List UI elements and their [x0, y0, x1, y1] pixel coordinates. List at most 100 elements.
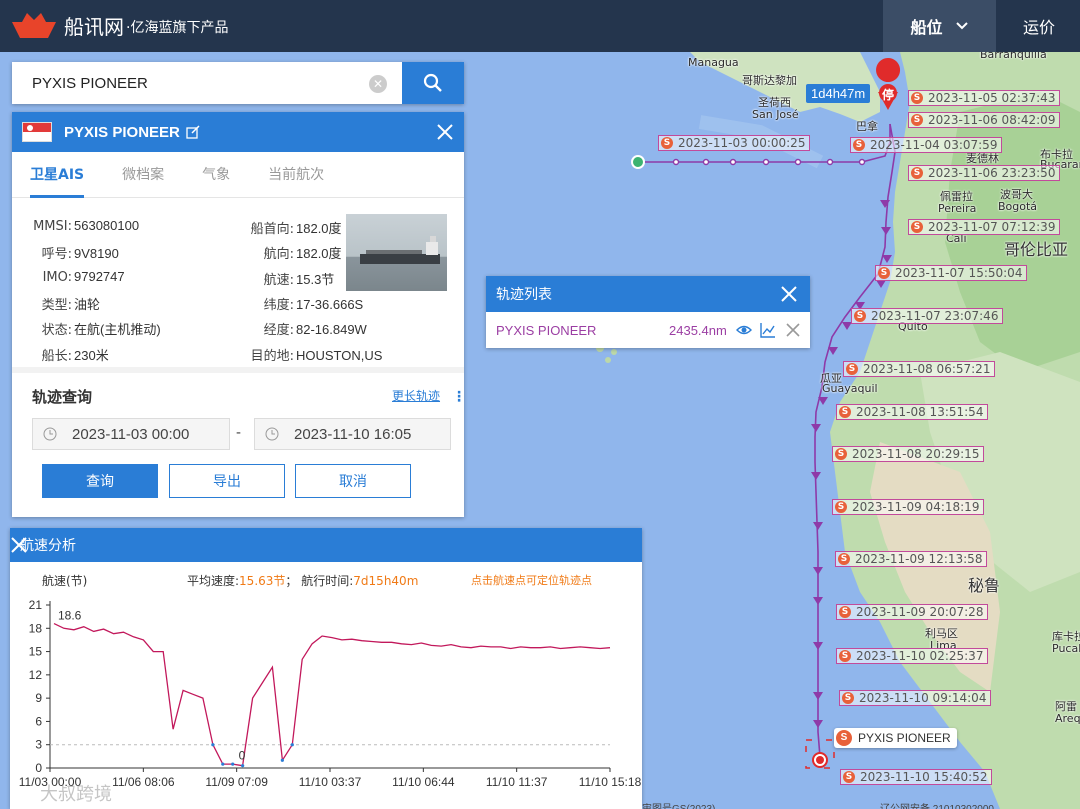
- top-bar: 船讯网 ·亿海蓝旗下产品 船位 运价: [0, 0, 1080, 52]
- map-label: Managua: [688, 56, 739, 69]
- nav-freight[interactable]: 运价: [1022, 18, 1055, 37]
- cancel-button[interactable]: 取消: [295, 464, 411, 498]
- start-date-field[interactable]: 2023-11-03 00:00: [32, 418, 230, 450]
- map-label: San José: [752, 108, 799, 121]
- speed-stats: 平均速度:15.63节； 航行时间:7d15h40m: [187, 572, 418, 589]
- track-point-icon: S: [911, 114, 923, 126]
- field-label: 航速:: [263, 273, 294, 288]
- track-point-label[interactable]: S 2023-11-05 02:37:43: [908, 90, 1061, 106]
- track-point-icon: S: [835, 448, 847, 460]
- field-status: 状态: 在航(主机推动): [22, 319, 161, 338]
- track-point-label[interactable]: S 2023-11-07 15:50:04: [875, 265, 1028, 281]
- export-button[interactable]: 导出: [169, 464, 285, 498]
- tab-current-voyage[interactable]: 当前航次: [268, 166, 325, 183]
- field-label: 船长:: [41, 349, 72, 364]
- track-point-label[interactable]: S 2023-11-06 23:23:50: [908, 165, 1061, 181]
- map-label: 布卡拉: [1040, 148, 1073, 161]
- field-label: MMSI:: [33, 219, 72, 234]
- close-icon[interactable]: [436, 123, 454, 141]
- more-options-icon[interactable]: ⋮: [452, 388, 466, 404]
- longer-track-link[interactable]: 更长轨迹: [392, 389, 441, 403]
- track-point-label[interactable]: S 2023-11-09 04:18:19: [832, 499, 985, 515]
- track-point-label[interactable]: S 2023-11-08 13:51:54: [836, 404, 989, 420]
- map-label: Arequ: [1055, 712, 1080, 725]
- track-point-time: 2023-11-06 08:42:09: [928, 113, 1056, 127]
- search-input[interactable]: [12, 62, 372, 104]
- track-point-label[interactable]: S 2023-11-08 06:57:21: [843, 361, 996, 377]
- field-course: 航向: 182.0度: [232, 243, 342, 262]
- ship-tabs: 卫星AIS 微档案 气象 当前航次: [12, 152, 464, 198]
- track-point-label[interactable]: S 2023-11-03 00:00:25: [658, 135, 811, 151]
- ship-photo[interactable]: [346, 214, 447, 291]
- watermark-text: 大叔跨境: [40, 784, 112, 805]
- track-point-label[interactable]: S 2023-11-09 12:13:58: [835, 551, 988, 567]
- map-label: Pucall: [1052, 642, 1080, 655]
- track-point-icon: S: [854, 310, 866, 322]
- track-point-time: 2023-11-09 04:18:19: [852, 500, 980, 514]
- search-button[interactable]: [402, 62, 464, 104]
- track-point-label[interactable]: S 2023-11-04 03:07:59: [850, 137, 1003, 153]
- query-button[interactable]: 查询: [42, 464, 158, 498]
- map-label: 圣荷西: [758, 96, 791, 109]
- avg-speed-label: 平均速度:: [187, 574, 240, 588]
- track-point-label[interactable]: S 2023-11-10 09:14:04: [839, 690, 992, 706]
- track-point-time: 2023-11-07 15:50:04: [895, 266, 1023, 280]
- x-tick-label: 11/10 03:37: [299, 775, 362, 789]
- map-label: 波哥大: [1000, 188, 1033, 201]
- tab-archive[interactable]: 微档案: [122, 166, 165, 183]
- low-speed-point: [290, 743, 294, 747]
- track-point-icon: S: [911, 92, 923, 104]
- nav-ship-position-label: 船位: [910, 18, 943, 37]
- track-list-header: 轨迹列表: [486, 276, 810, 312]
- track-list-item[interactable]: PYXIS PIONEER 2435.4nm: [486, 312, 810, 348]
- field-value: 82-16.849W: [296, 322, 367, 337]
- track-point-icon: S: [843, 771, 855, 783]
- y-tick-label: 0: [35, 761, 42, 775]
- track-point-label[interactable]: S 2023-11-07 23:07:46: [851, 308, 1004, 324]
- tab-weather[interactable]: 气象: [202, 166, 231, 183]
- speed-analysis-header: 航速分析: [10, 528, 642, 562]
- clear-icon[interactable]: ✕: [369, 75, 387, 93]
- track-point-icon: S: [839, 606, 851, 618]
- field-value: 9792747: [74, 269, 125, 284]
- track-point-label[interactable]: S 2023-11-07 07:12:39: [908, 219, 1061, 235]
- track-point-icon: S: [911, 167, 923, 179]
- close-icon[interactable]: [10, 536, 28, 554]
- track-point-time: 2023-11-04 03:07:59: [870, 138, 998, 152]
- tab-satellite-ais[interactable]: 卫星AIS: [30, 152, 85, 198]
- track-point-label[interactable]: S 2023-11-09 20:07:28: [836, 604, 989, 620]
- chart-icon[interactable]: [760, 322, 776, 338]
- nav-ship-position[interactable]: 船位: [883, 0, 996, 52]
- low-speed-point: [241, 764, 245, 768]
- track-point-time: 2023-11-10 09:14:04: [859, 691, 987, 705]
- x-tick-label: 11/09 07:09: [205, 775, 268, 789]
- ship-name: PYXIS PIONEER: [64, 123, 180, 141]
- field-destination: 目的地: HOUSTON,US: [232, 345, 383, 364]
- map-label: 麦德林: [966, 152, 999, 165]
- stop-duration-badge[interactable]: 1d4h47m: [806, 84, 871, 103]
- ship-name-tag[interactable]: S PYXIS PIONEER: [834, 728, 957, 748]
- edit-icon[interactable]: [186, 125, 200, 139]
- track-point-label[interactable]: S 2023-11-06 08:42:09: [908, 112, 1061, 128]
- track-point-label[interactable]: S 2023-11-10 02:25:37: [836, 648, 989, 664]
- eye-icon[interactable]: [736, 322, 752, 338]
- track-point-icon: S: [878, 267, 890, 279]
- field-value: 182.0度: [296, 246, 342, 261]
- track-point-label[interactable]: S 2023-11-10 15:40:52: [840, 769, 993, 785]
- logo-subtitle: ·亿海蓝旗下产品: [126, 20, 229, 36]
- x-tick-label: 11/10 15:18: [579, 775, 642, 789]
- y-tick-label: 6: [35, 714, 42, 728]
- logo[interactable]: 船讯网 ·亿海蓝旗下产品: [10, 10, 228, 40]
- track-point-label[interactable]: S 2023-11-08 20:29:15: [832, 446, 985, 462]
- track-query-title: 轨迹查询: [32, 388, 93, 406]
- field-value: 230米: [74, 348, 109, 363]
- logo-text: 船讯网: [64, 14, 124, 39]
- field-label: 状态:: [41, 323, 72, 338]
- low-speed-point: [280, 758, 284, 762]
- end-date-field[interactable]: 2023-11-10 16:05: [254, 418, 451, 450]
- close-icon[interactable]: [785, 322, 801, 338]
- speed-chart[interactable]: 0 3 6 9 12 15 18 21 11/03 00:00 11/06 08:06 11/09 …: [10, 528, 642, 809]
- field-label: 呼号:: [41, 247, 72, 262]
- speed-analysis-title: 航速分析: [20, 538, 76, 554]
- close-icon[interactable]: [780, 285, 798, 303]
